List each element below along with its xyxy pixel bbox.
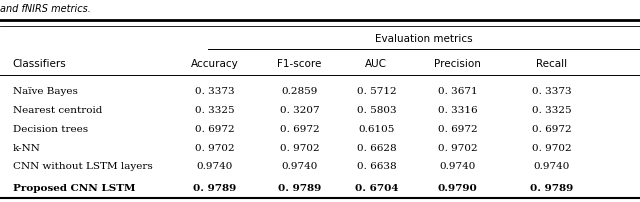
Text: 0. 3325: 0. 3325 xyxy=(532,106,572,115)
Text: 0.9740: 0.9740 xyxy=(196,162,232,170)
Text: Naïve Bayes: Naïve Bayes xyxy=(13,87,77,96)
Text: 0. 6972: 0. 6972 xyxy=(438,124,477,133)
Text: 0. 6638: 0. 6638 xyxy=(356,162,396,170)
Text: CNN without LSTM layers: CNN without LSTM layers xyxy=(13,162,152,170)
Text: 0. 9789: 0. 9789 xyxy=(193,183,236,192)
Text: Decision trees: Decision trees xyxy=(13,124,88,133)
Text: Recall: Recall xyxy=(536,59,567,69)
Text: 0.9790: 0.9790 xyxy=(438,183,477,192)
Text: 0. 9702: 0. 9702 xyxy=(195,143,234,152)
Text: 0.9740: 0.9740 xyxy=(440,162,476,170)
Text: 0. 3325: 0. 3325 xyxy=(195,106,234,115)
Text: 0.6105: 0.6105 xyxy=(358,124,394,133)
Text: 0. 6628: 0. 6628 xyxy=(356,143,396,152)
Text: 0. 5803: 0. 5803 xyxy=(356,106,396,115)
Text: 0.9740: 0.9740 xyxy=(534,162,570,170)
Text: 0. 9702: 0. 9702 xyxy=(532,143,572,152)
Text: 0. 5712: 0. 5712 xyxy=(356,87,396,96)
Text: Accuracy: Accuracy xyxy=(191,59,238,69)
Text: 0.2859: 0.2859 xyxy=(282,87,317,96)
Text: Classifiers: Classifiers xyxy=(13,59,67,69)
Text: 0. 9789: 0. 9789 xyxy=(278,183,321,192)
Text: AUC: AUC xyxy=(365,59,387,69)
Text: 0. 9789: 0. 9789 xyxy=(530,183,573,192)
Text: 0. 6972: 0. 6972 xyxy=(280,124,319,133)
Text: Nearest centroid: Nearest centroid xyxy=(13,106,102,115)
Text: 0. 9702: 0. 9702 xyxy=(438,143,477,152)
Text: F1-score: F1-score xyxy=(277,59,322,69)
Text: 0. 6972: 0. 6972 xyxy=(532,124,572,133)
Text: 0. 6704: 0. 6704 xyxy=(355,183,398,192)
Text: 0. 3373: 0. 3373 xyxy=(195,87,234,96)
Text: 0. 3316: 0. 3316 xyxy=(438,106,477,115)
Text: Proposed CNN LSTM: Proposed CNN LSTM xyxy=(13,183,135,192)
Text: Precision: Precision xyxy=(434,59,481,69)
Text: Evaluation metrics: Evaluation metrics xyxy=(375,33,473,43)
Text: 0. 3207: 0. 3207 xyxy=(280,106,319,115)
Text: 0. 3671: 0. 3671 xyxy=(438,87,477,96)
Text: 0. 3373: 0. 3373 xyxy=(532,87,572,96)
Text: 0. 6972: 0. 6972 xyxy=(195,124,234,133)
Text: k-NN: k-NN xyxy=(13,143,41,152)
Text: and fNIRS metrics.: and fNIRS metrics. xyxy=(0,4,91,14)
Text: 0.9740: 0.9740 xyxy=(282,162,317,170)
Text: 0. 9702: 0. 9702 xyxy=(280,143,319,152)
